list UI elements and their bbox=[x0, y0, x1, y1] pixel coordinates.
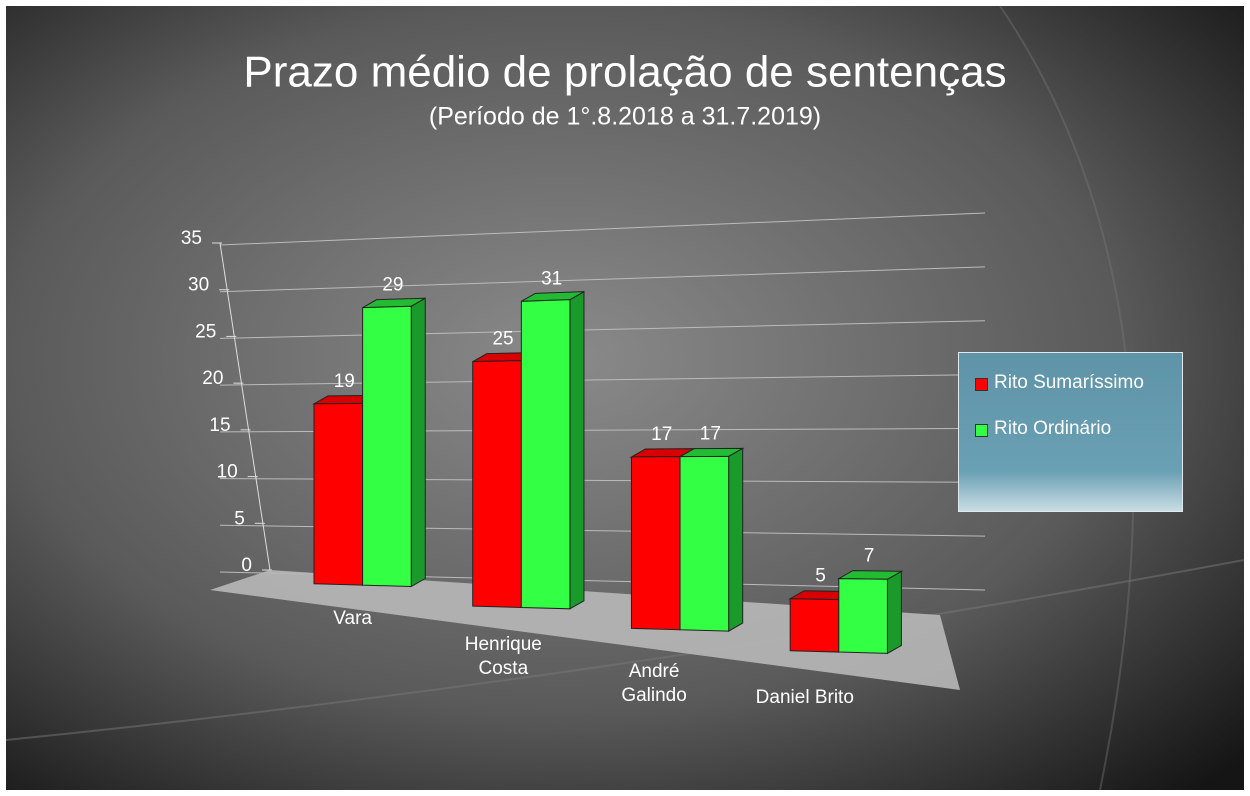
value-label: 25 bbox=[492, 329, 513, 350]
bar-front bbox=[789, 598, 840, 653]
value-label: 17 bbox=[651, 424, 672, 445]
bar-front bbox=[362, 305, 412, 588]
bar-front bbox=[520, 299, 571, 610]
y-axis bbox=[219, 242, 271, 571]
y-tick-label: 20 bbox=[202, 368, 223, 389]
x-tick-label: André Galindo bbox=[621, 660, 687, 706]
bar-front bbox=[838, 578, 888, 654]
bar-side bbox=[569, 290, 585, 610]
chart-title: Prazo médio de prolação de sentenças bbox=[243, 48, 1006, 97]
legend-swatch bbox=[975, 424, 988, 437]
bar-front bbox=[630, 456, 681, 631]
legend-label: Rito Sumaríssimo bbox=[994, 372, 1144, 393]
y-tick-label: 35 bbox=[181, 228, 202, 249]
bar bbox=[836, 570, 904, 655]
value-label: 7 bbox=[864, 546, 875, 567]
bar-front bbox=[472, 360, 522, 608]
value-label: 5 bbox=[815, 566, 826, 587]
legend-entry: Rito Ordinário bbox=[975, 417, 1170, 441]
y-tick-label: 30 bbox=[188, 275, 209, 296]
value-label: 29 bbox=[382, 275, 403, 296]
legend-swatch bbox=[975, 378, 988, 391]
grid-line bbox=[219, 320, 986, 339]
y-tick-label: 25 bbox=[195, 321, 216, 342]
grid-line bbox=[219, 212, 986, 246]
y-tick-label: 0 bbox=[241, 555, 252, 576]
bar bbox=[362, 297, 426, 588]
value-label: 31 bbox=[541, 268, 562, 289]
bar-side bbox=[728, 447, 744, 632]
y-tick-label: 5 bbox=[234, 508, 245, 529]
bar-side bbox=[886, 570, 902, 655]
y-tick-label: 10 bbox=[217, 462, 238, 483]
bar bbox=[678, 447, 745, 632]
bar-front bbox=[679, 455, 730, 632]
bar-front bbox=[313, 402, 364, 586]
legend: Rito Sumaríssimo Rito Ordinário bbox=[958, 352, 1183, 512]
bar bbox=[520, 290, 585, 610]
x-tick-label: Daniel Brito bbox=[755, 687, 854, 709]
chart-subtitle: (Período de 1°.8.2018 a 31.7.2019) bbox=[429, 103, 821, 131]
decor-arc bbox=[5, 559, 1245, 741]
legend-entry: Rito Sumaríssimo bbox=[975, 371, 1170, 395]
legend-label: Rito Ordinário bbox=[994, 418, 1112, 439]
y-tick-label: 15 bbox=[209, 415, 230, 436]
decor-arc bbox=[999, 5, 1135, 791]
grid-line bbox=[219, 266, 986, 293]
floor bbox=[210, 570, 960, 690]
value-label: 19 bbox=[334, 371, 355, 392]
bar-side bbox=[410, 297, 426, 588]
grid-line bbox=[219, 374, 986, 386]
x-tick-label: Henrique Costa bbox=[464, 634, 542, 680]
x-tick-label: Vara bbox=[333, 608, 372, 630]
value-label: 17 bbox=[700, 424, 721, 445]
